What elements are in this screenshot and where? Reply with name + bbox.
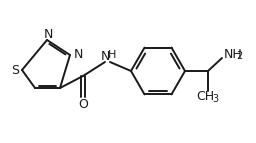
Text: CH: CH [196, 91, 214, 104]
Text: O: O [78, 98, 88, 111]
Text: 3: 3 [212, 94, 218, 104]
Text: H: H [108, 50, 116, 60]
Text: S: S [11, 63, 19, 77]
Text: N: N [73, 47, 83, 60]
Text: NH: NH [224, 47, 243, 60]
Text: N: N [43, 28, 53, 41]
Text: 2: 2 [236, 51, 242, 61]
Text: N: N [100, 50, 110, 63]
